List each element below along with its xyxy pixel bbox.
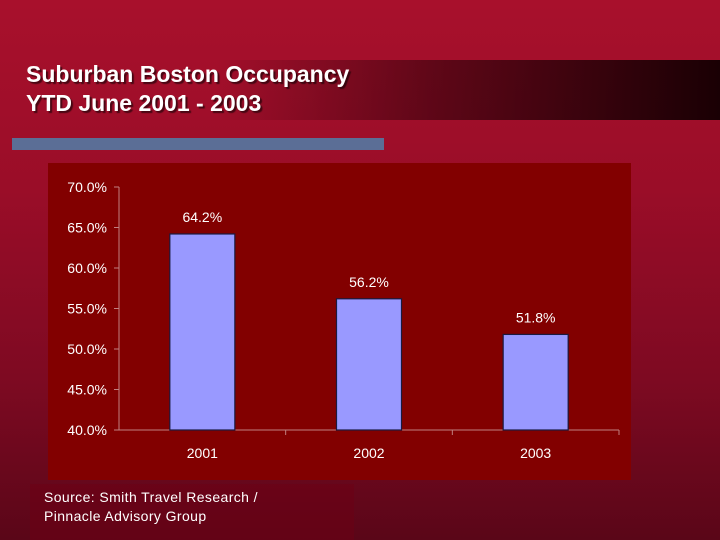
bar	[169, 233, 236, 431]
y-tick-label: 65.0%	[67, 220, 107, 236]
x-tick-label: 2002	[353, 445, 384, 461]
y-tick-label: 70.0%	[67, 179, 107, 195]
y-tick-label: 55.0%	[67, 301, 107, 317]
source-box	[30, 484, 354, 540]
source-line-1: Source: Smith Travel Research /	[44, 489, 258, 505]
x-tick-label: 2003	[520, 445, 551, 461]
x-tick-label: 2001	[187, 445, 218, 461]
title-divider	[12, 138, 384, 150]
title-band	[0, 60, 720, 120]
data-label: 56.2%	[349, 274, 389, 290]
bar	[502, 333, 569, 431]
y-tick-label: 60.0%	[67, 260, 107, 276]
y-tick-label: 45.0%	[67, 382, 107, 398]
title-line-1: Suburban Boston Occupancy	[26, 61, 350, 87]
title-line-2: YTD June 2001 - 2003	[26, 90, 262, 116]
bar	[335, 298, 403, 431]
data-label: 51.8%	[516, 309, 556, 325]
y-tick-label: 50.0%	[67, 341, 107, 357]
data-label: 64.2%	[182, 209, 222, 225]
slide-title: Suburban Boston Occupancy YTD June 2001 …	[26, 60, 349, 118]
source-line-2: Pinnacle Advisory Group	[44, 508, 207, 524]
y-tick-label: 40.0%	[67, 422, 107, 438]
source-note: Source: Smith Travel Research / Pinnacle…	[44, 488, 258, 526]
